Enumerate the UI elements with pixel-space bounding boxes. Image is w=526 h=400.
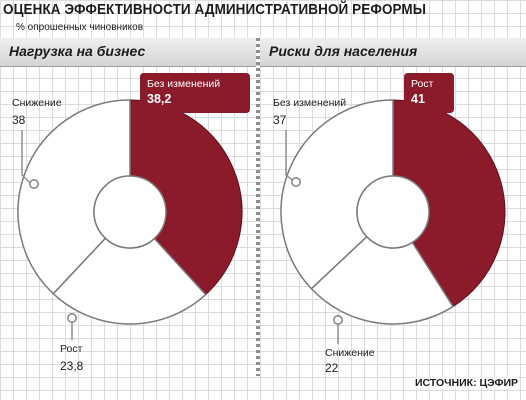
callout-value: 38,2 — [147, 92, 171, 106]
leader-dot — [290, 177, 301, 188]
leader-dot — [332, 314, 343, 325]
slice-label-category: Снижение — [325, 347, 375, 359]
slice-label-category: Снижение — [12, 97, 62, 109]
panel-divider — [256, 38, 260, 376]
slice-label-category: Рост — [60, 343, 83, 355]
leader-dot — [28, 179, 39, 190]
source-note: ИСТОЧНИК: ЦЭФИР — [414, 377, 518, 389]
slice-label-value: 22 — [325, 361, 339, 375]
donut-business-load — [17, 99, 243, 325]
callout-category: Рост — [411, 78, 434, 90]
slice-label-value: 38 — [12, 113, 26, 127]
chart-subtitle: % опрошенных чиновников — [16, 22, 144, 33]
panel-title-right: Риски для населения — [269, 43, 418, 59]
callout-value: 41 — [411, 92, 425, 106]
panel-title-left: Нагрузка на бизнес — [9, 43, 146, 59]
leader-dot — [67, 312, 78, 323]
slice-label-category: Без изменений — [273, 97, 346, 109]
highlight-callout — [140, 73, 250, 121]
callout-box — [140, 73, 250, 121]
panel-header-right: Риски для населения — [260, 38, 526, 67]
donut-hole — [93, 175, 167, 249]
slice-label-value: 23,8 — [60, 359, 84, 373]
highlight-callout — [404, 73, 454, 121]
donut-population-risks — [280, 99, 506, 325]
callout-box — [404, 73, 454, 121]
panel-header-left: Нагрузка на бизнес — [0, 38, 256, 67]
slice-label-value: 37 — [273, 113, 287, 127]
callout-category: Без изменений — [147, 78, 220, 90]
donut-hole — [356, 175, 430, 249]
chart-title: ОЦЕНКА ЭФФЕКТИВНОСТИ АДМИНИСТРАТИВНОЙ РЕ… — [3, 2, 427, 18]
